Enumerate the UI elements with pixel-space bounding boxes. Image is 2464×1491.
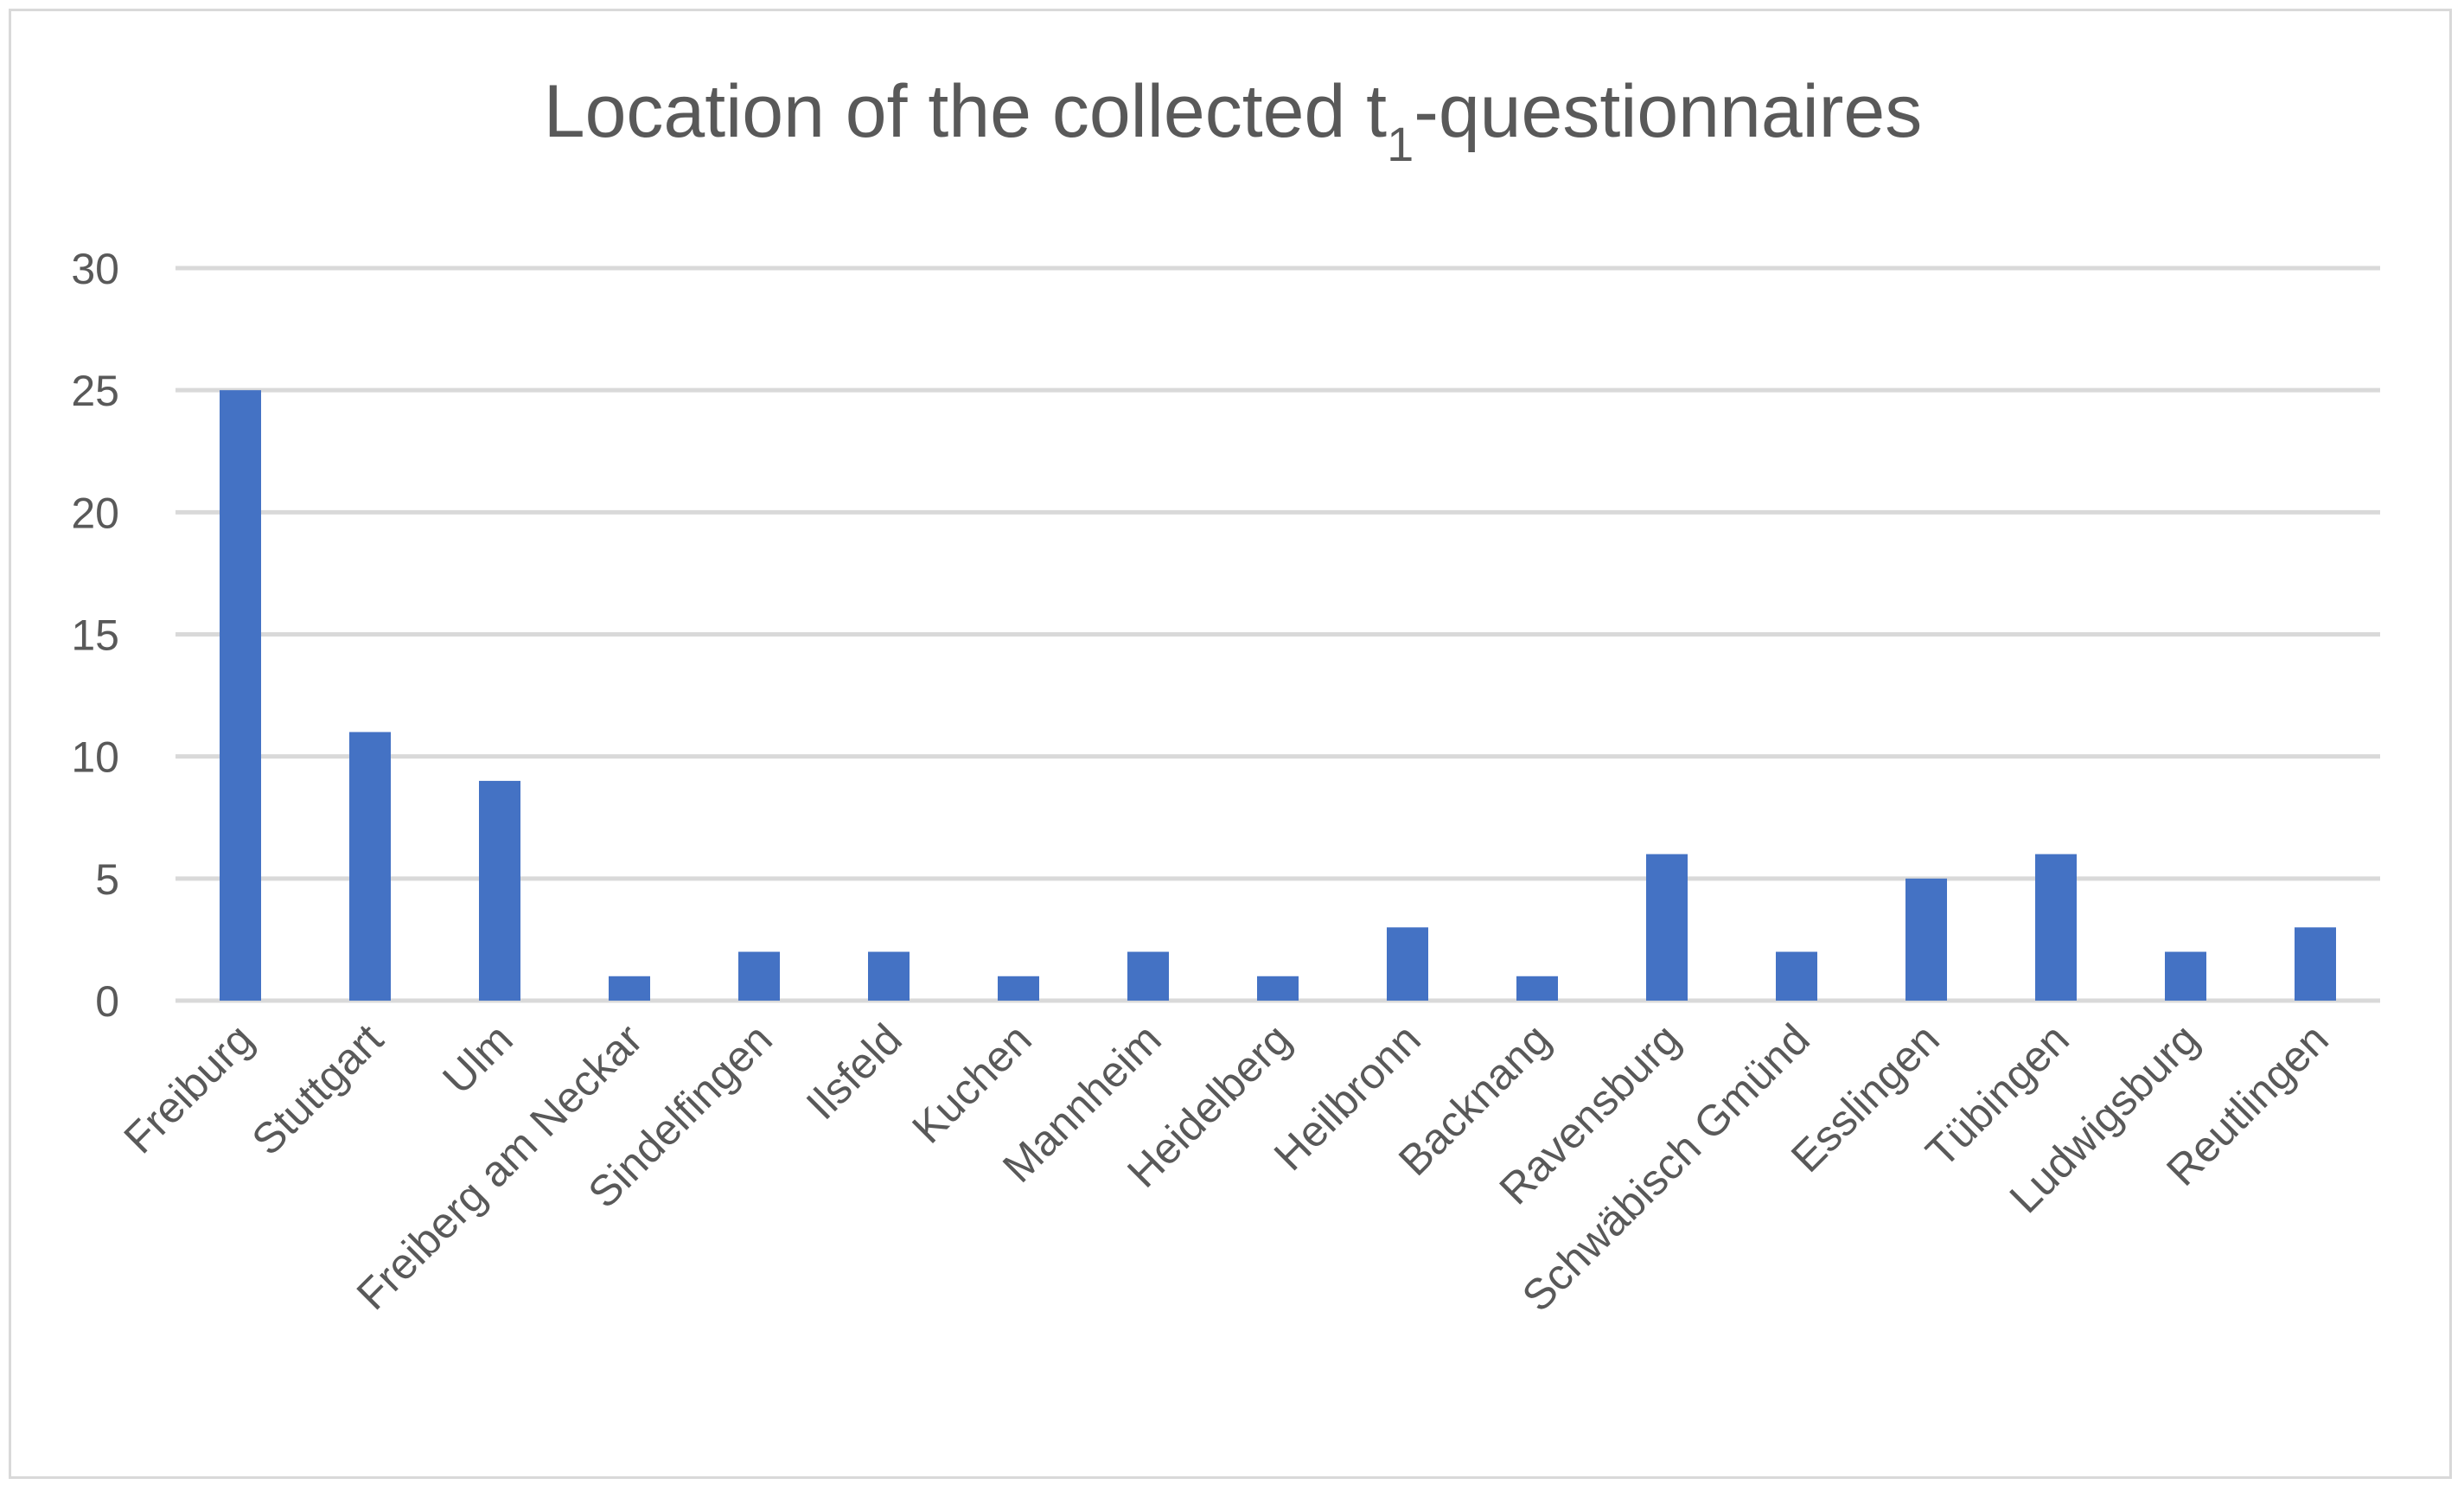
- bar-7: [1127, 951, 1169, 1001]
- bar-5: [868, 951, 910, 1001]
- y-axis-ticks: 0 5 10 15 20 25 30: [71, 245, 119, 1026]
- chart-title-suffix: -questionnaires: [1414, 70, 1922, 153]
- bar-4: [738, 951, 780, 1001]
- y-tick-label: 10: [71, 733, 119, 782]
- chart-frame: Location of the collected t1-questionnai…: [9, 9, 2452, 1479]
- bar-16: [2295, 927, 2336, 1001]
- bar-8: [1257, 976, 1299, 1001]
- bars: [220, 390, 2336, 1001]
- bar-chart: Location of the collected t1-questionnai…: [71, 70, 2380, 1321]
- y-tick-label: 5: [95, 855, 119, 904]
- bar-14: [2035, 854, 2077, 1001]
- chart-title-subscript: 1: [1387, 117, 1414, 171]
- x-category-label: Stuttgart: [243, 1014, 393, 1164]
- x-category-label: Ilsfeld: [797, 1014, 911, 1129]
- chart-title: Location of the collected t1-questionnai…: [544, 70, 1923, 171]
- gridlines: [176, 266, 2380, 1003]
- bar-6: [998, 976, 1039, 1001]
- y-tick-label: 30: [71, 245, 119, 293]
- bar-3: [609, 976, 650, 1001]
- y-tick-label: 20: [71, 489, 119, 537]
- chart-title-main: Location of the collected t: [544, 70, 1387, 153]
- bar-2: [479, 780, 520, 1001]
- bar-13: [1905, 878, 1947, 1001]
- bar-12: [1776, 951, 1817, 1001]
- x-category-label: Freiburg: [115, 1014, 263, 1162]
- bar-15: [2165, 951, 2206, 1001]
- y-tick-label: 0: [95, 977, 119, 1026]
- bar-9: [1387, 927, 1428, 1001]
- bar-0: [220, 390, 261, 1001]
- y-tick-label: 15: [71, 611, 119, 660]
- x-category-label: Ulm: [433, 1014, 521, 1103]
- bar-1: [349, 732, 391, 1001]
- bar-10: [1516, 976, 1558, 1001]
- y-tick-label: 25: [71, 367, 119, 415]
- bar-11: [1646, 854, 1688, 1001]
